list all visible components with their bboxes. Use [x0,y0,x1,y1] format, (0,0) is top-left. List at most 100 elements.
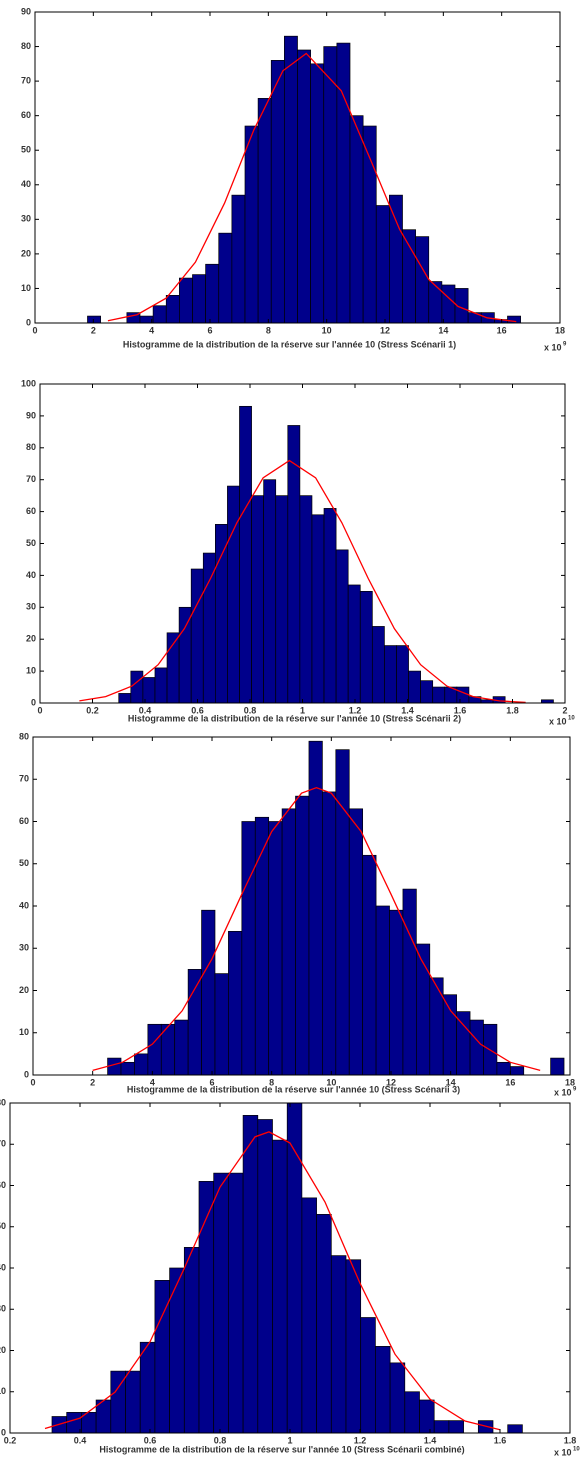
histogram-bar [254,816,270,1076]
histogram-bar [275,495,289,704]
fit-curve [92,787,541,1071]
histogram-bar [228,930,243,1076]
x-tick-label: 2 [562,705,567,715]
histogram-bar [415,236,430,324]
y-tick-label: 70 [21,75,31,85]
y-tick-label: 50 [21,145,31,155]
x-multiplier: x 10 [544,342,562,352]
histogram-bar [227,485,240,704]
y-tick-label: 0 [31,697,36,707]
histogram-bar [281,808,296,1076]
y-tick-label: 30 [0,1304,6,1314]
x-tick-label: 8 [269,1077,274,1087]
histogram-bar [419,1399,435,1434]
histogram-bar [287,425,301,704]
histogram-chart: 0 0.2 0.4 0.6 0.8 1 1.2 1.4 1.6 1.8 20102030405060… [21,378,575,726]
histogram-bar [257,1119,273,1434]
y-tick-label: 40 [26,570,36,580]
histogram-bar [257,98,272,324]
y-tick-label: 90 [26,410,36,420]
x-tick-label: 10 [326,1077,336,1087]
histogram-bar [251,495,264,704]
histogram-bar [231,194,246,324]
histogram-bar [284,35,298,324]
histogram-bar [389,909,404,1076]
histogram-bar [120,1061,135,1076]
histogram-bar [384,645,397,704]
histogram-bar [147,1023,162,1076]
histogram-bar [125,1370,141,1434]
y-tick-label: 10 [26,665,36,675]
x-tick-label: 4 [150,1077,155,1087]
x-tick-label: 14 [446,1077,456,1087]
histogram-bar [190,568,204,704]
x-tick-label: 0.8 [244,705,257,715]
y-tick-label: 30 [26,602,36,612]
histogram-bar [420,680,434,704]
y-tick-label: 100 [21,378,36,388]
histogram-bar [323,508,337,704]
histogram-bar [201,909,216,1076]
x-tick-label: 1.2 [354,1435,367,1445]
x-tick-label: 0.2 [86,705,99,715]
y-tick-label: 10 [21,283,31,293]
histogram-bar [118,693,132,704]
x-axis-label: Histogramme de la distribution de la rés… [123,339,456,349]
histogram-bar [87,315,101,324]
x-tick-label: 0 [32,325,37,335]
y-tick-label: 60 [0,1180,6,1190]
x-tick-label: 1.6 [454,705,467,715]
histogram-bar [174,1019,189,1076]
histogram-bar [360,1317,376,1434]
histogram-bar [218,232,233,324]
x-exponent: 9 [573,1087,577,1093]
histogram-bar [375,205,390,324]
histogram-bar [375,1346,391,1434]
histogram-bar [205,263,220,324]
histogram-bar [244,125,259,324]
y-tick-label: 10 [19,1027,29,1037]
histogram-bar [270,60,285,324]
histogram-bar [389,194,403,324]
histogram-bar [66,1412,82,1434]
x-tick-label: 8 [266,325,271,335]
y-tick-label: 70 [0,1139,6,1149]
x-tick-label: 1 [300,705,305,715]
x-exponent: 10 [568,716,575,722]
histogram-bar [295,795,310,1076]
x-tick-label: 0.2 [4,1435,17,1445]
x-tick-label: 0.4 [74,1435,87,1445]
histogram-bar [241,821,256,1076]
histogram-bar [134,1053,149,1076]
y-tick-label: 80 [19,731,29,741]
histogram-bar [239,405,252,704]
histogram-bar [323,46,338,324]
y-tick-label: 20 [26,634,36,644]
axes-box [34,11,561,324]
x-tick-label: 1 [287,1435,292,1445]
x-tick-label: 6 [207,325,212,335]
histogram-bar [345,1259,362,1434]
histogram-bar [404,1391,420,1434]
histogram-bar [362,125,377,324]
histogram-bar [154,667,168,704]
histogram-bar [228,1172,244,1434]
x-tick-label: 1.2 [349,705,362,715]
y-tick-label: 50 [0,1221,6,1231]
x-tick-label: 1.4 [424,1435,437,1445]
histogram-bar [550,1057,565,1076]
histogram-bar [139,315,154,324]
histogram-bar [268,821,283,1076]
histogram-bar [456,1011,471,1076]
x-tick-label: 1.8 [506,705,519,715]
x-tick-label: 0.6 [191,705,204,715]
fit-curve [107,52,517,323]
x-tick-label: 12 [380,325,390,335]
histogram-bar [442,994,457,1076]
x-multiplier: x 10 [554,1447,572,1457]
x-axis-label: Histogramme de la distribution de la rés… [128,713,461,723]
y-tick-label: 80 [26,442,36,452]
y-tick-label: 40 [19,900,29,910]
y-tick-label: 40 [0,1262,6,1272]
histogram-bar [433,1420,450,1434]
